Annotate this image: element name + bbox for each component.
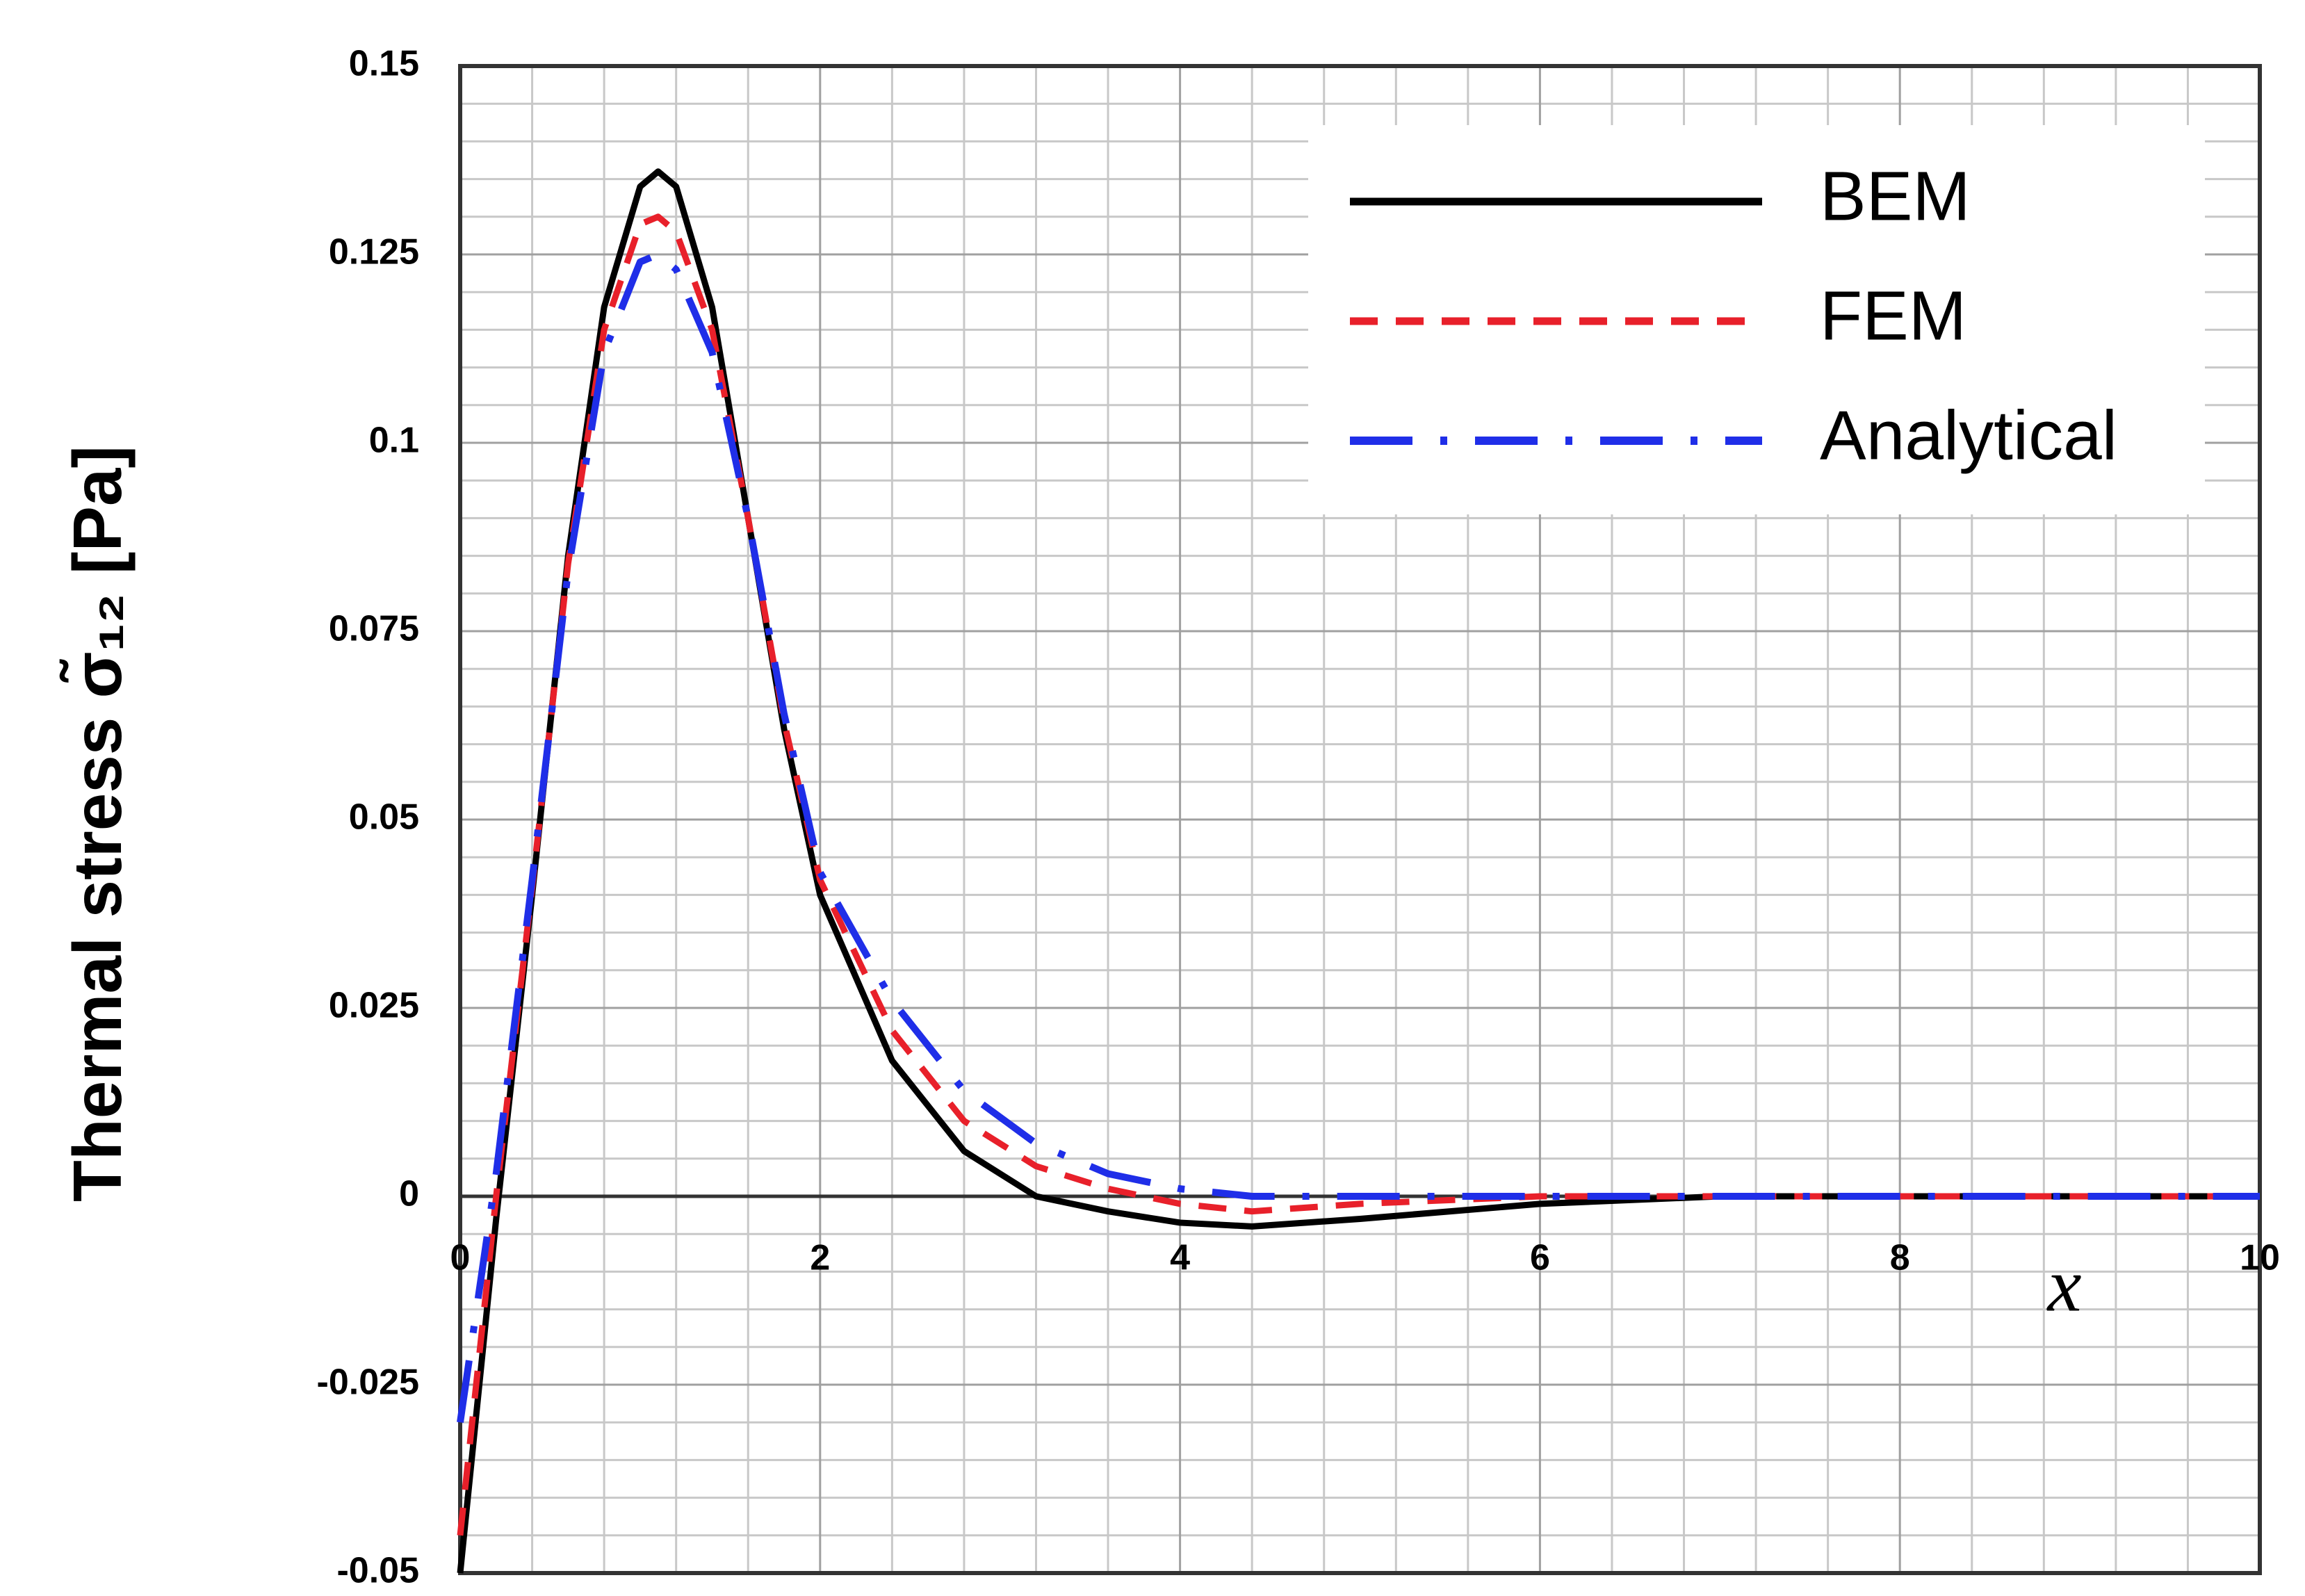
x-tick-label: 0 xyxy=(450,1238,471,1278)
y-axis-label: Thermal stress σ̃₁₂ [Pa] xyxy=(59,446,136,1202)
y-tick-label: -0.025 xyxy=(317,1362,419,1403)
grid xyxy=(458,64,2262,1575)
legend-label: FEM xyxy=(1820,277,1966,355)
y-tick-label: -0.05 xyxy=(336,1551,419,1591)
plot xyxy=(457,168,2260,1574)
y-tick-label: 0.075 xyxy=(329,609,419,649)
x-tick-label: 4 xyxy=(1170,1238,1190,1278)
y-tick-label: 0.05 xyxy=(349,797,419,838)
x-tick-label: 6 xyxy=(1530,1238,1550,1278)
x-tick-label: 2 xyxy=(810,1238,830,1278)
y-tick-label: 0.1 xyxy=(369,421,419,461)
y-tick-label: 0 xyxy=(399,1174,419,1214)
y-tick-label: 0.15 xyxy=(349,44,419,84)
series-line xyxy=(457,213,2260,1536)
y-tick-label: 0.125 xyxy=(329,232,419,272)
x-axis-label: x xyxy=(2046,1242,2082,1327)
x-tick-label: 10 xyxy=(2240,1238,2280,1278)
legend-label: Analytical xyxy=(1820,396,2117,474)
y-tick-label: 0.025 xyxy=(329,986,419,1026)
legend-label: BEM xyxy=(1820,157,1971,235)
series-line xyxy=(457,251,2260,1423)
plot-frame xyxy=(458,64,2262,1575)
x-tick-label: 8 xyxy=(1890,1238,1910,1278)
